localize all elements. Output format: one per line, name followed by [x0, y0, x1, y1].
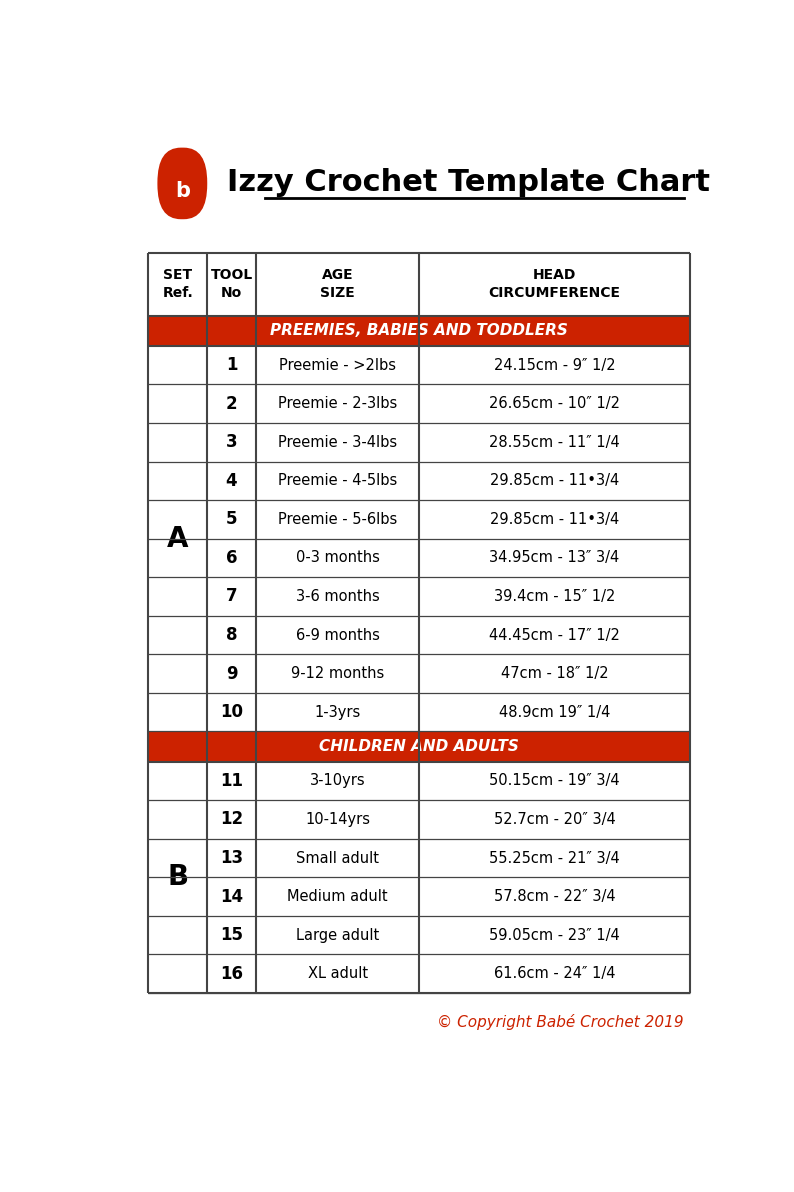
Text: 12: 12: [220, 811, 243, 828]
Bar: [148, 616, 690, 654]
Text: Preemie - 2-3lbs: Preemie - 2-3lbs: [278, 396, 397, 411]
Bar: [148, 539, 690, 577]
Text: AGE
SIZE: AGE SIZE: [320, 268, 355, 300]
Text: XL adult: XL adult: [307, 967, 368, 981]
Text: 15: 15: [220, 926, 243, 944]
Bar: [148, 654, 690, 693]
Text: Preemie - 4-5lbs: Preemie - 4-5lbs: [278, 473, 397, 489]
Text: 50.15cm - 19″ 3/4: 50.15cm - 19″ 3/4: [489, 774, 620, 788]
Text: 2: 2: [225, 395, 237, 412]
Text: b: b: [175, 181, 190, 201]
Text: 26.65cm - 10″ 1/2: 26.65cm - 10″ 1/2: [489, 396, 620, 411]
Text: 39.4cm - 15″ 1/2: 39.4cm - 15″ 1/2: [494, 589, 615, 604]
Text: 5: 5: [225, 510, 237, 528]
Text: 10: 10: [220, 703, 243, 721]
Text: 11: 11: [220, 772, 243, 790]
Bar: [148, 253, 690, 316]
Text: 59.05cm - 23″ 1/4: 59.05cm - 23″ 1/4: [489, 927, 620, 943]
Text: Preemie - >2lbs: Preemie - >2lbs: [279, 358, 396, 373]
Bar: [148, 762, 690, 800]
Bar: [148, 501, 690, 539]
Bar: [148, 839, 690, 877]
Text: 10-14yrs: 10-14yrs: [305, 812, 370, 827]
Text: 7: 7: [225, 588, 237, 606]
Text: 3-10yrs: 3-10yrs: [310, 774, 365, 788]
Text: 6-9 months: 6-9 months: [295, 627, 380, 642]
Text: 14: 14: [220, 888, 243, 906]
Text: 52.7cm - 20″ 3/4: 52.7cm - 20″ 3/4: [494, 812, 615, 827]
Bar: [148, 732, 690, 762]
Text: B: B: [168, 863, 188, 892]
Bar: [148, 461, 690, 501]
Text: 57.8cm - 22″ 3/4: 57.8cm - 22″ 3/4: [494, 889, 615, 904]
Text: 3-6 months: 3-6 months: [296, 589, 380, 604]
Bar: [148, 423, 690, 461]
Text: SET
Ref.: SET Ref.: [162, 268, 193, 300]
Text: 16: 16: [220, 964, 243, 982]
Text: 4: 4: [225, 472, 237, 490]
Text: 8: 8: [225, 626, 237, 644]
FancyBboxPatch shape: [157, 148, 207, 219]
Text: 6: 6: [225, 548, 237, 567]
Text: 9: 9: [225, 665, 237, 683]
Text: PREEMIES, BABIES AND TODDLERS: PREEMIES, BABIES AND TODDLERS: [270, 323, 569, 339]
Text: 28.55cm - 11″ 1/4: 28.55cm - 11″ 1/4: [489, 435, 620, 449]
Text: 1-3yrs: 1-3yrs: [314, 704, 360, 720]
Text: 9-12 months: 9-12 months: [291, 666, 384, 681]
Text: 44.45cm - 17″ 1/2: 44.45cm - 17″ 1/2: [489, 627, 620, 642]
Text: A: A: [167, 524, 188, 553]
Bar: [148, 316, 690, 346]
Text: 13: 13: [220, 849, 243, 867]
Bar: [148, 800, 690, 839]
Text: HEAD
CIRCUMFERENCE: HEAD CIRCUMFERENCE: [488, 268, 621, 300]
Text: Large adult: Large adult: [296, 927, 380, 943]
Bar: [148, 385, 690, 423]
Text: © Copyright Babé Crochet 2019: © Copyright Babé Crochet 2019: [437, 1014, 684, 1030]
Text: 47cm - 18″ 1/2: 47cm - 18″ 1/2: [501, 666, 608, 681]
Text: Preemie - 5-6lbs: Preemie - 5-6lbs: [278, 511, 397, 527]
Bar: [148, 346, 690, 385]
Bar: [148, 693, 690, 732]
Text: 24.15cm - 9″ 1/2: 24.15cm - 9″ 1/2: [494, 358, 615, 373]
Bar: [148, 955, 690, 993]
Text: Izzy Crochet Template Chart: Izzy Crochet Template Chart: [227, 168, 710, 197]
Text: 0-3 months: 0-3 months: [295, 551, 380, 565]
Text: Small adult: Small adult: [296, 851, 380, 865]
Bar: [148, 877, 690, 915]
Text: 34.95cm - 13″ 3/4: 34.95cm - 13″ 3/4: [489, 551, 620, 565]
Text: 61.6cm - 24″ 1/4: 61.6cm - 24″ 1/4: [494, 967, 615, 981]
Text: 29.85cm - 11•3/4: 29.85cm - 11•3/4: [490, 473, 619, 489]
Text: CHILDREN AND ADULTS: CHILDREN AND ADULTS: [319, 739, 519, 755]
Text: 1: 1: [225, 356, 237, 374]
Text: 55.25cm - 21″ 3/4: 55.25cm - 21″ 3/4: [489, 851, 620, 865]
Text: Preemie - 3-4lbs: Preemie - 3-4lbs: [278, 435, 397, 449]
Text: TOOL
No: TOOL No: [210, 268, 252, 300]
Text: 48.9cm 19″ 1/4: 48.9cm 19″ 1/4: [499, 704, 611, 720]
Text: Medium adult: Medium adult: [287, 889, 388, 904]
Bar: [148, 915, 690, 955]
Bar: [148, 577, 690, 616]
Text: 3: 3: [225, 433, 237, 452]
Text: 29.85cm - 11•3/4: 29.85cm - 11•3/4: [490, 511, 619, 527]
